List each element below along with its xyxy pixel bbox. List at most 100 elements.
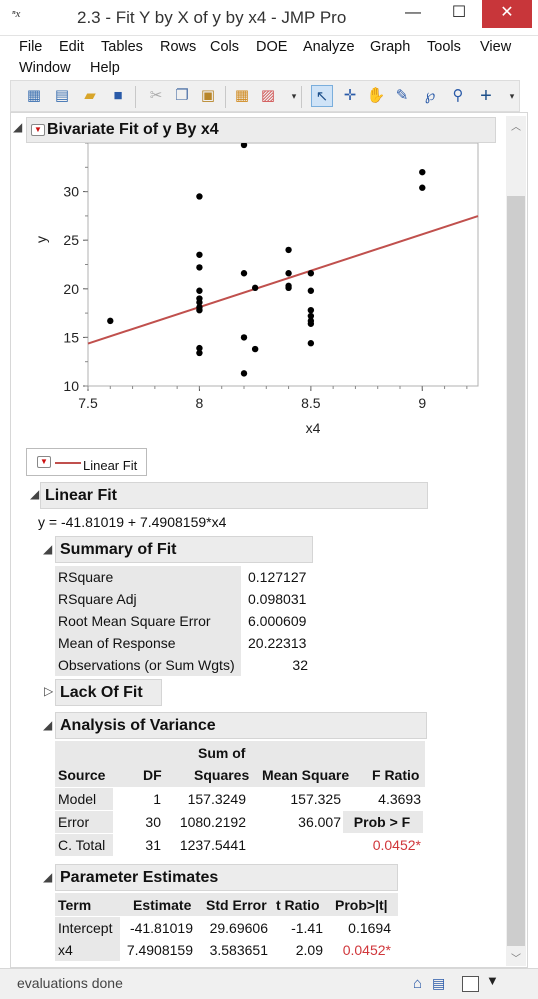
menu-tables[interactable]: Tables (101, 39, 143, 55)
y-tick-label: 20 (63, 281, 79, 297)
disclosure-open-icon[interactable]: ◢ (43, 718, 53, 732)
pe-cell-t: 2.09 (295, 942, 323, 958)
paste-icon[interactable]: ▣ (200, 87, 216, 104)
disclosure-open-icon[interactable]: ◢ (13, 120, 23, 134)
lack-of-fit-header[interactable]: Lack Of Fit (55, 679, 162, 706)
x-axis-label: x4 (306, 420, 321, 436)
summary-row-value: 32 (292, 657, 308, 673)
magnifier-icon[interactable]: ⚲ (452, 87, 464, 104)
window-title: 2.3 - Fit Y by X of y by x4 - JMP Pro (77, 8, 347, 27)
copy-icon[interactable]: ❐ (175, 87, 189, 104)
plus-icon[interactable]: + (480, 85, 492, 107)
toolbar-overflow-icon[interactable]: ▾ (291, 91, 297, 101)
data-grid-icon[interactable]: ▦ (234, 87, 250, 104)
anova-cell-ss: 157.3249 (187, 791, 246, 807)
summary-row-label: Observations (or Sum Wgts) (55, 654, 241, 676)
close-button[interactable]: ✕ (482, 0, 532, 28)
menu-edit[interactable]: Edit (59, 39, 84, 55)
jmp-app-icon[interactable]: ⁿx (12, 8, 21, 20)
new-data-table-icon[interactable]: ▦ (26, 87, 42, 104)
anova-col-squares: Squares (194, 767, 250, 783)
pe-cell-stderr: 3.583651 (209, 942, 268, 958)
menu-doe[interactable]: DOE (256, 39, 288, 55)
anova-column-headers (55, 741, 425, 787)
scroll-up-arrow-icon[interactable]: ︿ (511, 122, 521, 133)
pe-column-headers (55, 893, 398, 916)
menu-file[interactable]: File (19, 39, 43, 55)
window-checkbox-icon[interactable] (462, 976, 479, 992)
data-point (307, 270, 315, 277)
crosshair-icon[interactable]: ✛ (343, 87, 357, 104)
home-icon[interactable]: ⌂ (413, 975, 423, 992)
pe-cell-term: x4 (55, 939, 120, 961)
data-point (307, 340, 315, 347)
status-text: evaluations done (17, 975, 123, 991)
new-script-icon[interactable]: ▤ (54, 87, 70, 104)
pe-cell-p: 0.1694 (348, 920, 391, 936)
data-point (196, 264, 203, 271)
parameter-estimates-header[interactable]: Parameter Estimates (55, 864, 398, 891)
hand-icon[interactable]: ✋ (366, 87, 386, 104)
disclosure-open-icon[interactable]: ◢ (43, 542, 53, 556)
toolbar-separator (135, 86, 136, 108)
menu-window[interactable]: Window (19, 60, 71, 76)
legend-box[interactable]: ▼ Linear Fit (26, 448, 147, 476)
lasso-icon[interactable]: ℘ (424, 87, 436, 104)
dropdown-arrow-icon[interactable]: ▼ (486, 973, 499, 988)
bivariate-header[interactable]: ▼ Bivariate Fit of y By x4 (26, 117, 496, 143)
data-point (240, 143, 248, 149)
toolbar-overflow-icon[interactable]: ▾ (509, 91, 515, 101)
data-point (419, 184, 426, 191)
red-triangle-menu-icon[interactable]: ▼ (31, 124, 45, 136)
data-point (307, 312, 315, 320)
summary-row-value: 0.127127 (248, 569, 307, 585)
brush-icon[interactable]: ✎ (395, 87, 409, 104)
scroll-down-arrow-icon[interactable]: ﹀ (511, 954, 521, 965)
anova-cell-f: Prob > F (343, 811, 423, 833)
menu-help[interactable]: Help (90, 60, 120, 76)
anova-cell-df: 31 (145, 837, 161, 853)
summary-of-fit-header[interactable]: Summary of Fit (55, 536, 313, 563)
summary-of-fit-title: Summary of Fit (60, 541, 177, 558)
open-icon[interactable]: ▰ (84, 87, 96, 104)
menu-graph[interactable]: Graph (370, 39, 411, 55)
anova-col-mean-square: Mean Square (262, 767, 350, 783)
minimize-button[interactable]: — (405, 4, 421, 21)
scatter-plot[interactable]: 10 15 20 25 30 7.5 8 8.5 9 x4 y (26, 143, 496, 443)
menu-tools[interactable]: Tools (427, 39, 461, 55)
y-tick-label: 25 (63, 232, 79, 248)
save-icon[interactable]: ■ (113, 87, 123, 104)
maximize-button[interactable]: ☐ (451, 4, 467, 21)
data-point (240, 334, 248, 341)
window-list-icon[interactable]: ▤ (432, 975, 446, 991)
data-point (196, 306, 203, 314)
disclosure-open-icon[interactable]: ◢ (30, 487, 40, 501)
menu-analyze[interactable]: Analyze (303, 39, 355, 55)
anova-header[interactable]: Analysis of Variance (55, 712, 427, 739)
y-axis-label: y (33, 236, 49, 243)
anova-cell-ms: 157.325 (290, 791, 341, 807)
anova-cell-source: C. Total (55, 834, 113, 856)
report-icon[interactable]: ▨ (260, 87, 276, 104)
red-triangle-menu-icon[interactable]: ▼ (37, 456, 51, 468)
linear-fit-line (87, 215, 479, 345)
cut-icon[interactable]: ✂ (149, 87, 163, 104)
menu-cols[interactable]: Cols (210, 39, 240, 55)
menu-rows[interactable]: Rows (160, 39, 197, 55)
y-tick-label: 15 (63, 329, 79, 345)
pe-col-prob: Prob>|t| (335, 897, 388, 913)
bivariate-title: Bivariate Fit of y By x4 (47, 121, 219, 138)
menu-view[interactable]: View (480, 39, 512, 55)
arrow-cursor-icon[interactable]: ↖ (311, 85, 333, 107)
disclosure-closed-icon[interactable]: ▷ (44, 684, 54, 698)
summary-row-label: RSquare Adj (55, 588, 241, 610)
anova-cell-f: 4.3693 (378, 791, 421, 807)
scrollbar-thumb[interactable] (507, 196, 525, 946)
data-point (285, 284, 292, 292)
linear-fit-header[interactable]: Linear Fit (40, 482, 428, 509)
pe-cell-estimate: 7.4908159 (126, 942, 193, 958)
disclosure-open-icon[interactable]: ◢ (43, 870, 53, 884)
data-point (107, 317, 114, 325)
anova-col-f-ratio: F Ratio (372, 767, 420, 783)
anova-cell-df: 30 (145, 814, 161, 830)
